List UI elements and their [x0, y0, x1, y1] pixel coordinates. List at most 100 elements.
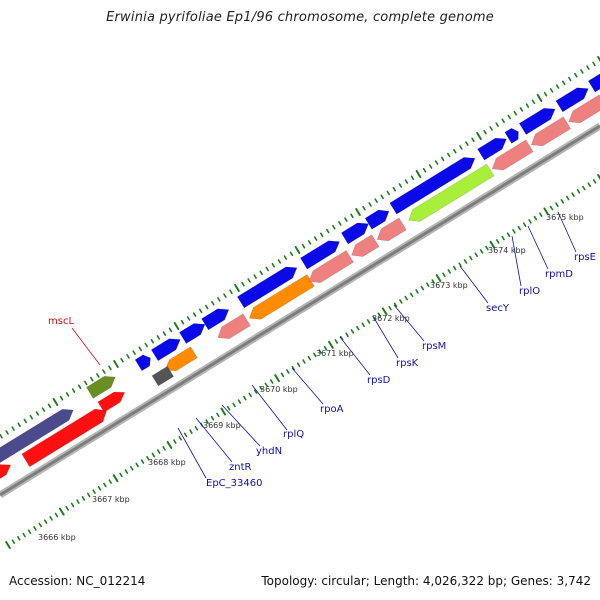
- outer-tick: [35, 411, 40, 416]
- inner-tick: [286, 369, 290, 374]
- outer-tick: [229, 289, 233, 295]
- gene-label-rpmD: rpmD: [545, 269, 573, 280]
- outer-tick: [489, 126, 493, 131]
- feature-forward-cds: [299, 240, 341, 270]
- label-leader-line: [393, 304, 425, 342]
- inner-tick: [27, 529, 32, 534]
- outer-tick: [350, 213, 354, 219]
- feature-reverse-cds: [351, 234, 380, 257]
- inner-tick: [485, 245, 489, 251]
- inner-tick: [328, 340, 334, 349]
- outer-tick: [344, 217, 348, 222]
- outer-tick: [543, 91, 548, 97]
- outer-tick: [301, 243, 306, 249]
- feature-mscL-green: [85, 375, 116, 399]
- gene-label-mscL: mscL: [48, 316, 74, 327]
- gene-features: [0, 73, 600, 479]
- outer-tick: [434, 160, 439, 165]
- outer-tick: [59, 395, 64, 401]
- inner-tick: [70, 502, 75, 508]
- outer-tick: [113, 360, 119, 368]
- outer-tick: [386, 190, 390, 196]
- inner-tick: [237, 399, 242, 404]
- outer-tick: [332, 224, 336, 230]
- inner-tick: [409, 292, 414, 298]
- inner-tick: [146, 455, 150, 461]
- map-title: Erwinia pyrifoliae Ep1/96 chromosome, co…: [106, 10, 494, 25]
- outer-tick: [96, 373, 100, 378]
- outer-tick: [519, 107, 524, 112]
- outer-tick: [561, 80, 566, 86]
- inner-tick: [560, 199, 565, 204]
- inner-tick: [97, 485, 102, 491]
- outer-tick: [23, 418, 27, 424]
- outer-tick: [531, 99, 536, 105]
- outer-tick: [380, 194, 384, 200]
- inner-tick: [156, 449, 161, 454]
- inner-tick: [377, 312, 382, 318]
- inner-tick: [506, 232, 511, 238]
- outer-tick: [362, 205, 366, 211]
- inner-tick: [435, 274, 442, 283]
- outer-tick: [586, 65, 590, 70]
- outer-tick: [294, 246, 301, 254]
- feature-reverse-cds: [530, 116, 572, 147]
- outer-tick: [47, 403, 52, 409]
- outer-tick: [120, 357, 124, 363]
- outer-tick: [355, 208, 361, 216]
- outer-tick: [271, 262, 276, 268]
- outer-tick: [180, 319, 185, 325]
- feature-forward-cds: [504, 127, 519, 144]
- outer-tick: [525, 103, 530, 108]
- outer-tick: [126, 354, 130, 359]
- outer-tick: [17, 422, 21, 428]
- outer-tick: [168, 327, 173, 333]
- inner-tick: [431, 279, 435, 284]
- inner-tick: [259, 385, 263, 391]
- feature-reverse-cds: [408, 163, 495, 222]
- outer-tick: [459, 145, 463, 150]
- inner-tick: [253, 389, 258, 394]
- outer-tick: [513, 110, 518, 116]
- inner-tick: [489, 240, 496, 249]
- inner-tick: [302, 359, 306, 364]
- inner-tick: [479, 249, 484, 254]
- inner-tick: [404, 295, 408, 301]
- inner-tick: [274, 374, 280, 383]
- label-leader-line: [459, 265, 489, 304]
- inner-tick: [162, 445, 166, 451]
- label-leader-line: [557, 211, 577, 253]
- outer-tick: [41, 407, 46, 412]
- inner-tick: [5, 541, 11, 549]
- outer-tick: [549, 88, 554, 93]
- label-leader-line: [527, 225, 549, 270]
- inner-tick: [205, 419, 209, 424]
- feature-forward-cds: [134, 354, 151, 372]
- outer-tick: [568, 76, 572, 82]
- inner-tick: [393, 302, 398, 308]
- outer-tick: [11, 426, 15, 431]
- feature-reverse-cds: [491, 139, 534, 171]
- outer-tick: [392, 186, 397, 192]
- label-leader-line: [511, 235, 522, 287]
- feature-reverse-cds: [568, 94, 600, 124]
- inner-tick: [533, 215, 538, 221]
- feature-reverse-red-small: [97, 391, 126, 413]
- inner-tick: [420, 285, 425, 291]
- feature-reverse-cds: [308, 249, 354, 284]
- kbp-label-3674: 3674 kbp: [488, 246, 526, 255]
- outer-tick: [90, 376, 94, 382]
- inner-tick: [220, 407, 227, 416]
- outer-tick: [198, 308, 203, 314]
- inner-tick: [528, 219, 532, 224]
- inner-tick: [366, 319, 371, 324]
- feature-reverse-red-edge: [0, 464, 12, 479]
- outer-tick: [5, 430, 9, 435]
- inner-tick: [549, 205, 554, 211]
- feature-reverse-cds: [248, 274, 315, 320]
- outer-tick: [156, 335, 161, 340]
- outer-tick: [471, 137, 475, 143]
- outer-tick: [374, 198, 378, 203]
- outer-tick: [422, 167, 427, 173]
